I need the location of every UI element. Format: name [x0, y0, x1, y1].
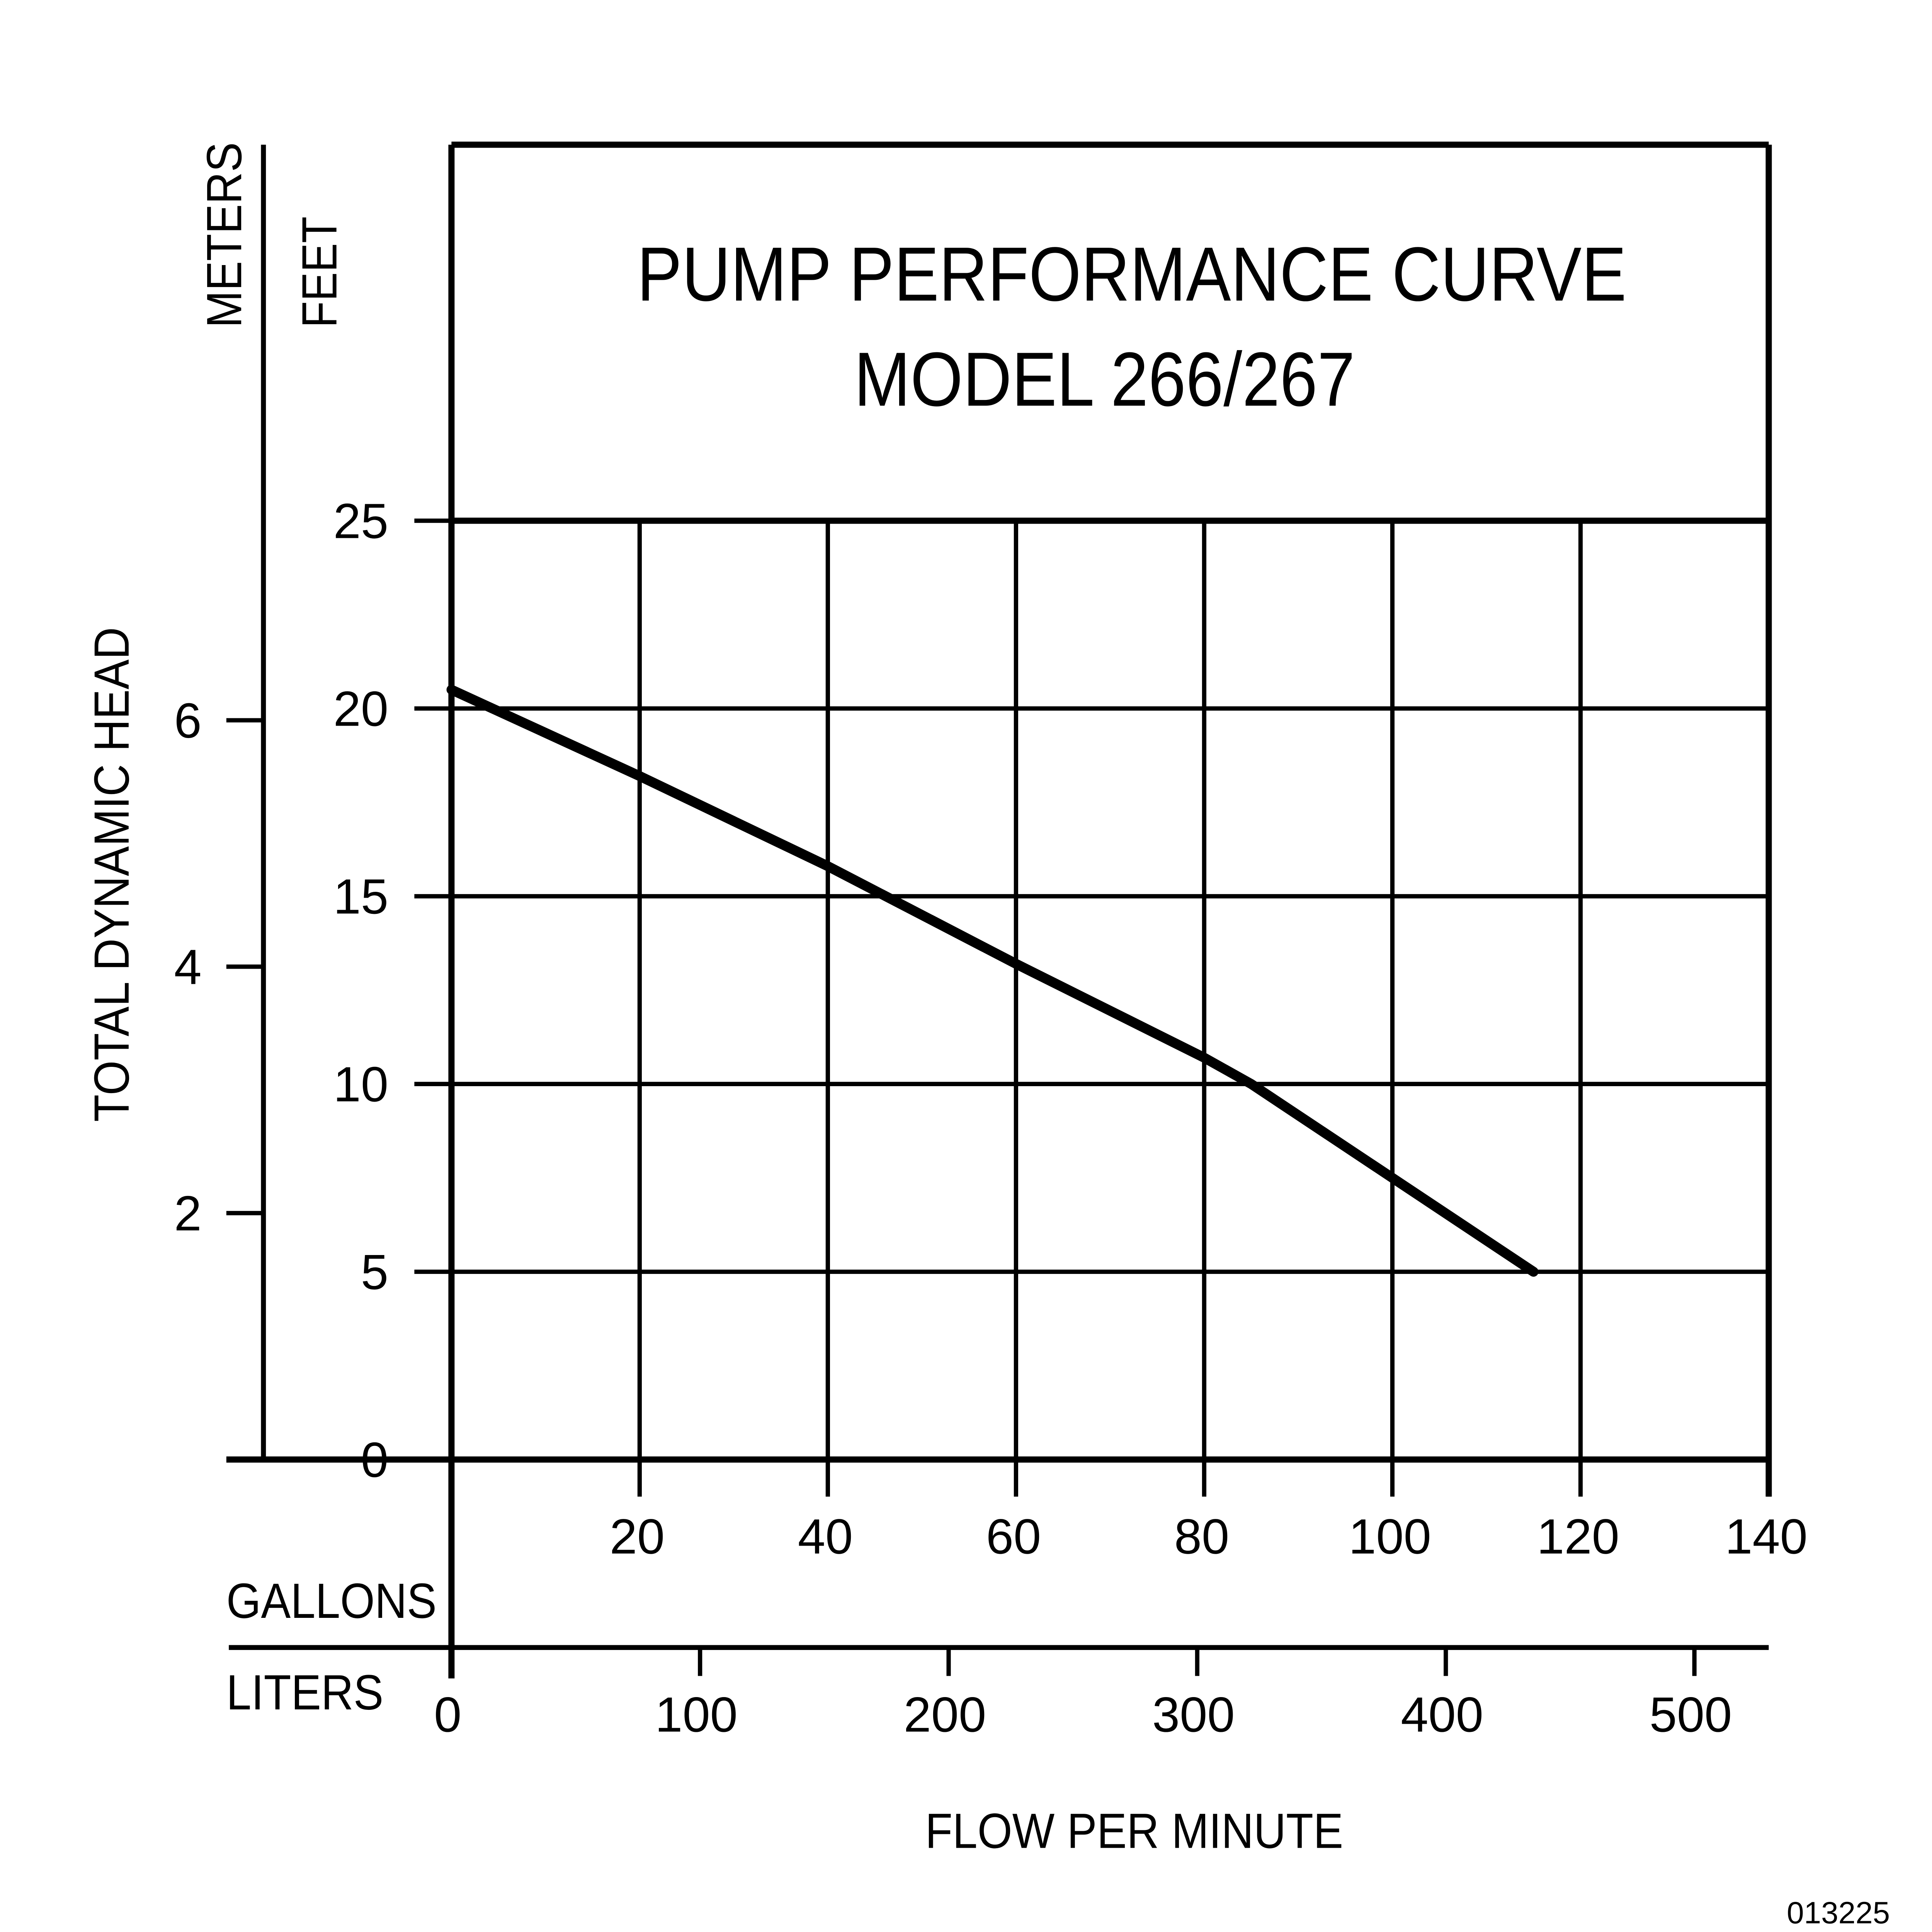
gallons-tick-label: 80: [1174, 1509, 1229, 1564]
gallons-tick-label: 100: [1349, 1509, 1431, 1564]
liters-tick-label: 100: [655, 1687, 738, 1742]
liters-tick-label: 500: [1650, 1687, 1732, 1742]
liters-tick-label: 400: [1401, 1687, 1483, 1742]
gallons-tick-label: 120: [1537, 1509, 1619, 1564]
feet-tick-label: 20: [333, 681, 388, 736]
meters-label: METERS: [197, 142, 252, 328]
chart-title: PUMP PERFORMANCE CURVE: [637, 231, 1627, 317]
gallons-tick-label: 140: [1725, 1509, 1808, 1564]
footer-code: 013225: [1787, 1896, 1890, 1930]
grid: [451, 520, 1769, 1460]
gallons-tick-label: 20: [610, 1509, 665, 1564]
chart-subtitle: MODEL 266/267: [854, 337, 1355, 422]
feet-tick-label: 10: [333, 1057, 388, 1112]
liters-label: LITERS: [226, 1665, 384, 1720]
liters-tick-label: 0: [434, 1687, 461, 1742]
feet-tick-label: 15: [333, 869, 388, 924]
meters-tick-label: 6: [174, 693, 202, 748]
feet-tick-label: 25: [333, 493, 388, 549]
feet-tick-label: 0: [361, 1432, 388, 1488]
series-line: [446, 685, 1539, 1277]
feet-label: FEET: [292, 216, 347, 328]
gallons-tick-label: 60: [986, 1509, 1041, 1564]
meters-tick-label: 4: [174, 940, 202, 995]
feet-tick-label: 5: [361, 1245, 388, 1300]
gallons-label: GALLONS: [226, 1573, 437, 1629]
liters-tick-label: 200: [904, 1687, 986, 1742]
liters-tick-label: 300: [1152, 1687, 1235, 1742]
axes: [226, 141, 1772, 1679]
x-axis-label: FLOW PER MINUTE: [925, 1803, 1343, 1859]
gallons-tick-label: 40: [798, 1509, 853, 1564]
y-axis-label: TOTAL DYNAMIC HEAD: [84, 627, 139, 1122]
meters-tick-label: 2: [174, 1186, 202, 1241]
